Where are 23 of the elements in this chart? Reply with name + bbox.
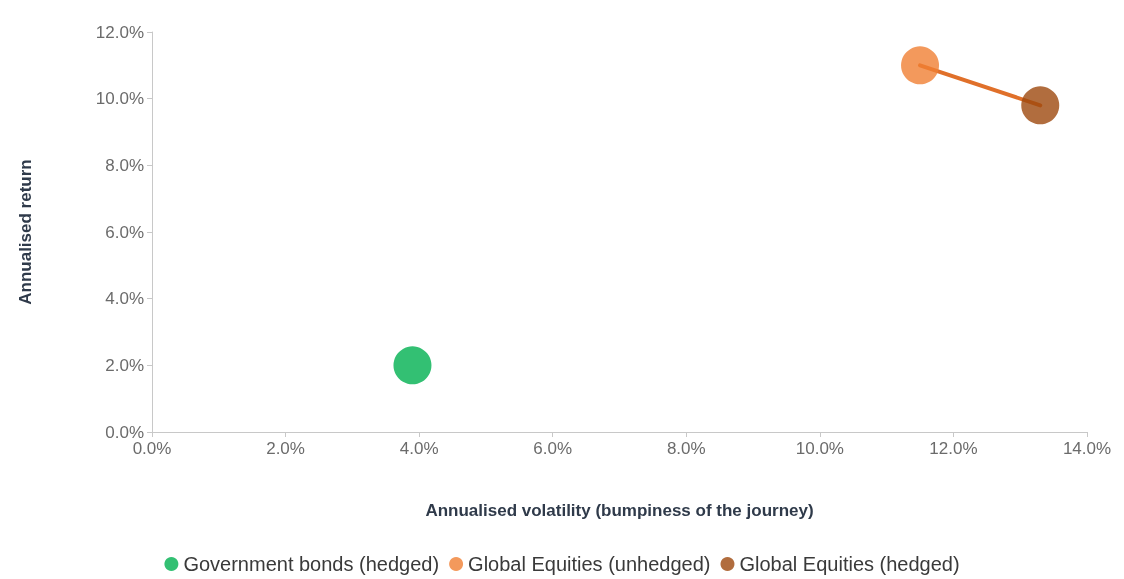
x-tick-label: 14.0% [1062,439,1112,458]
y-tick-label: 0.0% [105,422,144,442]
point [1021,86,1060,125]
x-tick-label: 2.0% [266,439,305,458]
y-tick-label: 8.0% [105,155,144,175]
x-axis-title: Annualised volatility (bumpiness of the journey) [425,501,814,520]
y-tick-label: 2.0% [105,355,144,375]
y-axis-title: Annualised return [16,159,35,305]
x-tick-label: 10.0% [795,439,844,458]
legend-label: Global Equities (hedged) [739,553,960,575]
legend-label: Global Equities (unhedged) [468,553,711,575]
legend-label: Government bonds (hedged) [183,553,440,575]
x-tick-label: 4.0% [399,439,439,458]
point [901,46,940,85]
y-tick-label: 4.0% [105,289,144,309]
y-tick-label: 10.0% [95,89,144,109]
y-tick-label: 6.0% [105,222,144,242]
x-tick-label: 0.0% [132,439,172,458]
x-tick-label: 6.0% [533,439,573,458]
point [393,346,432,385]
x-tick-label: 8.0% [666,439,706,458]
x-tick-label: 12.0% [929,439,978,458]
y-tick-label: 12.0% [95,22,144,42]
